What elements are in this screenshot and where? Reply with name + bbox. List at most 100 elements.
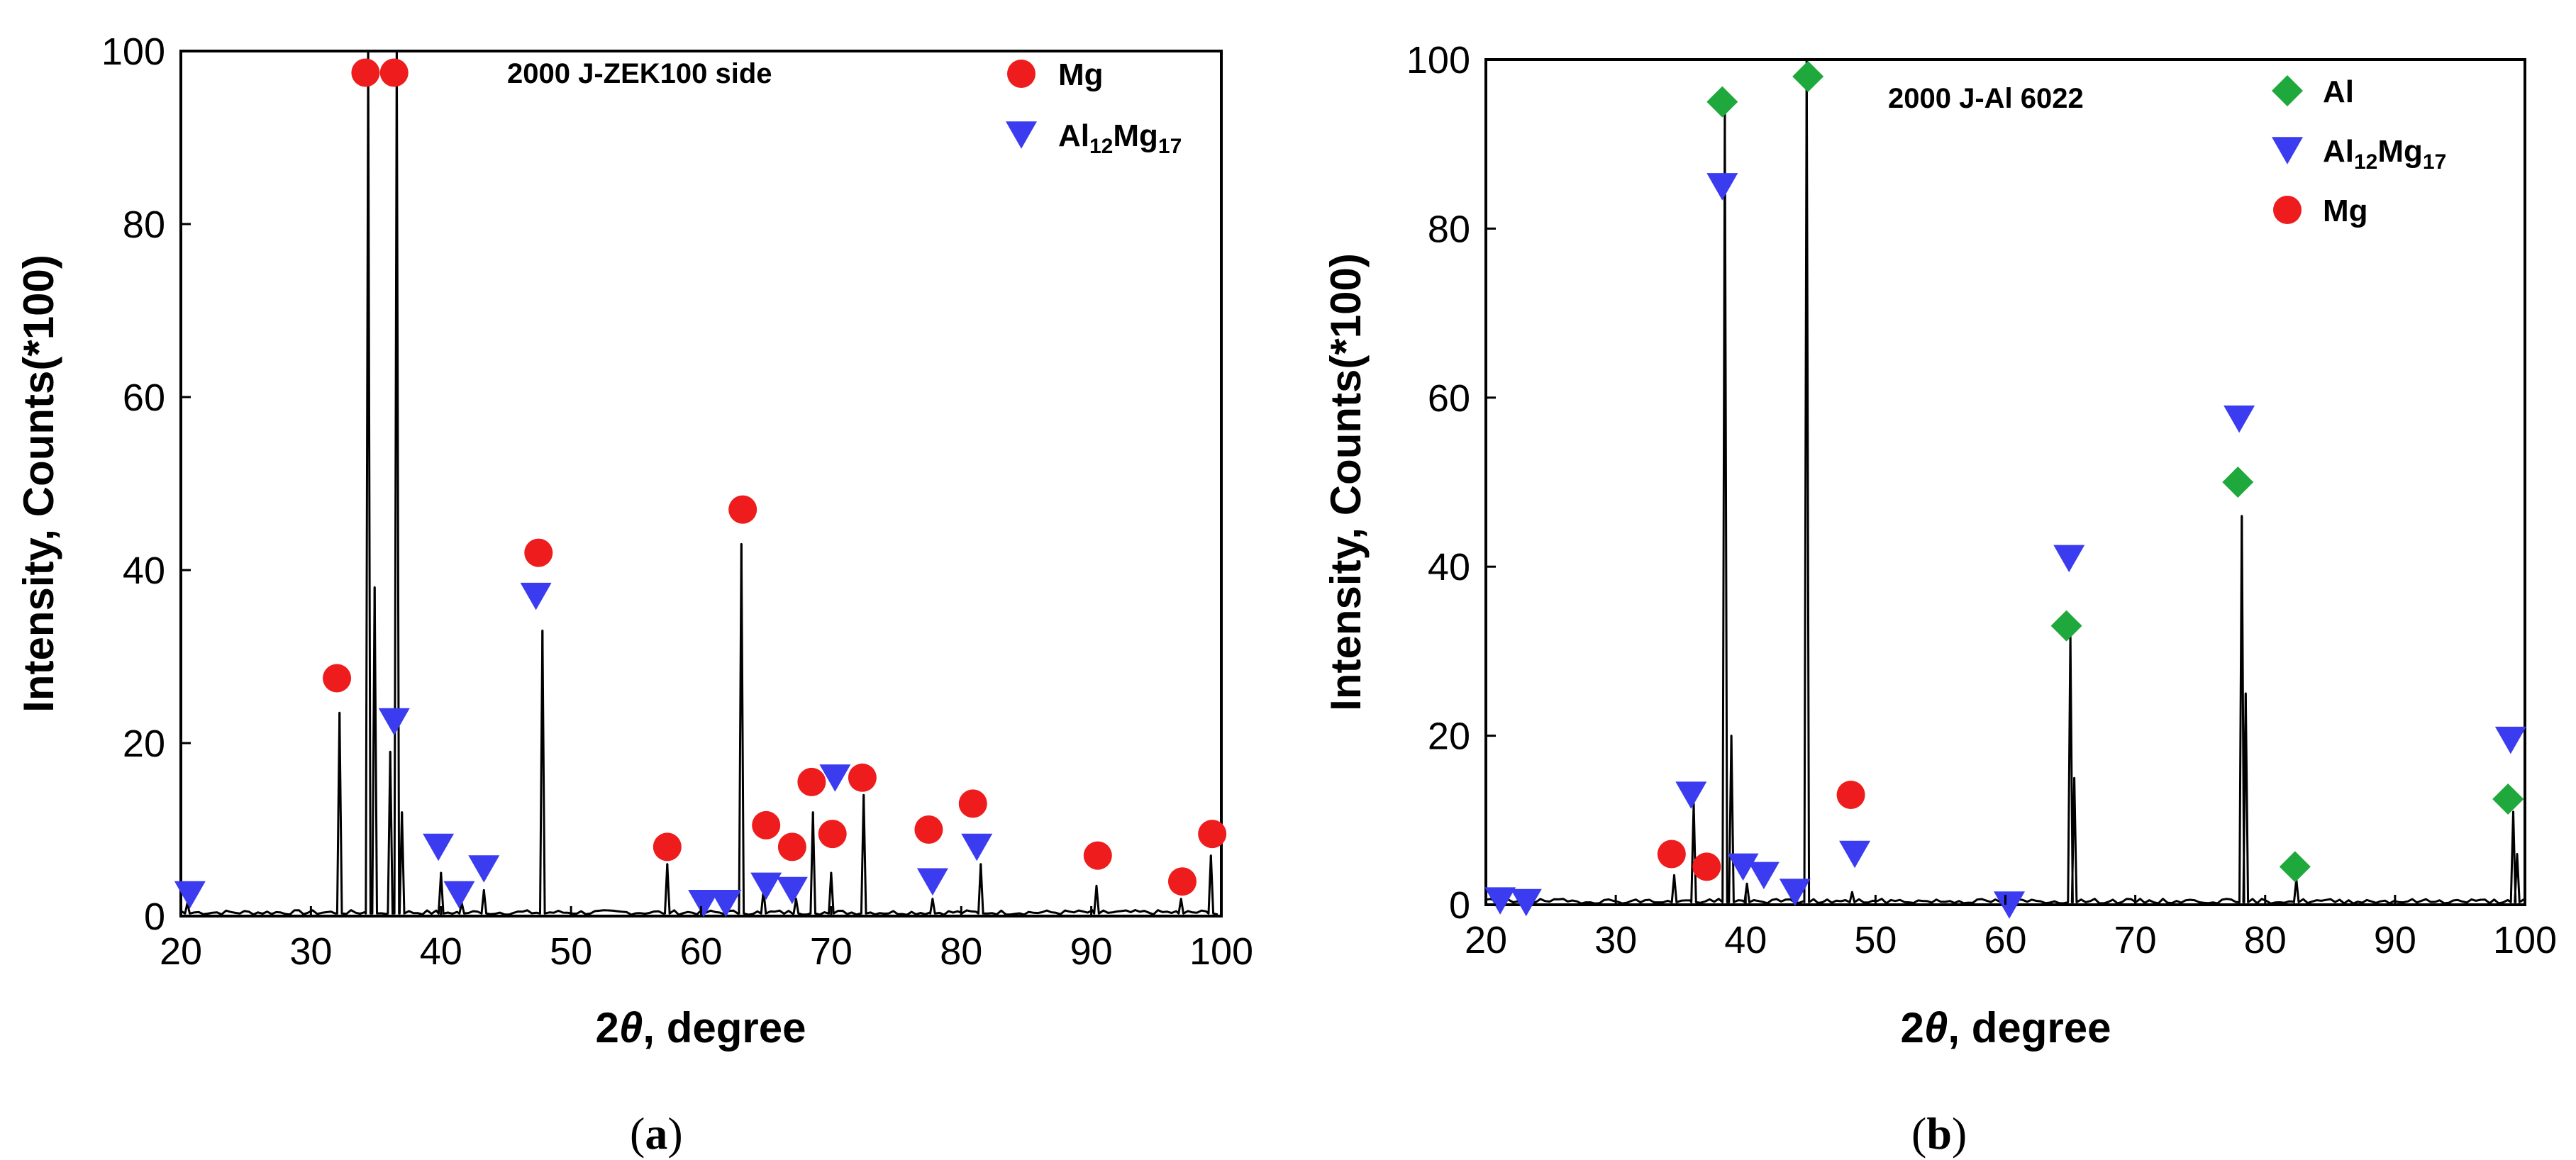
legend-marker-mg: [2273, 196, 2302, 224]
legend-marker-mg: [1007, 60, 1036, 88]
phase-marker-al12mg17: [961, 833, 993, 861]
y-tick-label: 80: [123, 203, 165, 246]
x-tick-label: 100: [1189, 930, 1253, 973]
x-ticks-a: 20 30 40 50 60 70 80 90 100: [160, 906, 1253, 973]
legend-label-al12mg17: Al12Mg17: [1058, 118, 1182, 158]
phase-marker-al12mg17: [710, 890, 742, 918]
legend-label-al12mg17: Al12Mg17: [2323, 134, 2446, 174]
x-tick-label: 60: [679, 930, 722, 973]
legend-marker-al: [2272, 75, 2303, 106]
phase-marker-mg: [1198, 820, 1227, 849]
x-tick-label: 60: [1984, 919, 2026, 961]
x-ticks-b: 20 30 40 50 60 70 80 90 100: [1465, 895, 2557, 961]
legend-label-mg: Mg: [2323, 194, 2368, 228]
phase-marker-mg: [379, 58, 409, 87]
panel-caption-a: (a): [630, 1108, 683, 1159]
x-tick-label: 50: [1854, 919, 1897, 961]
panel-caption-b: (b): [1911, 1108, 1967, 1159]
phase-marker-mg: [323, 664, 352, 693]
phase-marker-al12mg17: [1779, 879, 1811, 906]
x-tick-label: 40: [420, 930, 462, 973]
phase-marker-al: [2492, 783, 2524, 815]
phase-marker-mg: [1083, 841, 1112, 870]
y-ticks-b: 0 20 40 60 80 100: [1406, 39, 1496, 927]
phase-marker-mg: [914, 815, 943, 844]
phase-marker-mg: [351, 58, 380, 87]
plot-area-b: [1484, 58, 2526, 906]
phase-marker-al12mg17: [2224, 405, 2255, 433]
y-tick-label: 100: [101, 30, 165, 73]
y-tick-label: 20: [123, 723, 165, 765]
y-tick-label: 0: [1449, 884, 1470, 927]
phase-marker-mg: [1167, 867, 1197, 896]
y-axis-label-a: Intensity, Counts(*100): [15, 255, 62, 713]
diffraction-trace: [1485, 58, 2525, 905]
phase-marker-al12mg17: [2494, 726, 2526, 754]
y-tick-label: 80: [1428, 208, 1470, 250]
phase-marker-al: [2050, 610, 2082, 642]
phase-marker-al12mg17: [1484, 887, 1516, 915]
phase-marker-al12mg17: [688, 890, 720, 918]
x-tick-label: 70: [2114, 919, 2157, 961]
x-axis-label-b: 2θ, degree: [1901, 1004, 2111, 1052]
y-tick-label: 40: [123, 550, 165, 592]
y-tick-label: 100: [1406, 39, 1470, 82]
phase-marker-al12mg17: [520, 582, 552, 610]
y-ticks-a: 0 20 40 60 80 100: [101, 30, 191, 938]
phase-marker-mg: [777, 832, 806, 861]
x-tick-label: 100: [2493, 919, 2557, 961]
phase-marker-al12mg17: [750, 872, 782, 900]
phase-marker-al12mg17: [1748, 861, 1780, 890]
x-tick-label: 70: [810, 930, 853, 973]
phase-marker-al12mg17: [174, 881, 206, 909]
y-axis-label-b: Intensity, Counts(*100): [1322, 253, 1370, 711]
phase-marker-mg: [818, 820, 847, 849]
phase-marker-al12mg17: [916, 868, 948, 896]
phase-marker-al12mg17: [1706, 173, 1738, 201]
x-tick-label: 20: [1465, 919, 1507, 961]
x-tick-label: 20: [160, 930, 202, 973]
phase-markers-b: [1484, 60, 2526, 919]
phase-marker-al12mg17: [1727, 853, 1759, 881]
y-tick-label: 60: [123, 377, 165, 419]
phase-marker-al12mg17: [1993, 891, 2025, 919]
phase-marker-al12mg17: [468, 855, 500, 883]
phase-marker-al12mg17: [1675, 781, 1707, 809]
xrd-pattern-a: [180, 50, 1218, 916]
phase-marker-al: [1706, 86, 1738, 118]
legend-marker-al12mg17: [2272, 137, 2303, 164]
phase-marker-mg: [1657, 840, 1686, 869]
x-tick-label: 80: [940, 930, 982, 973]
x-tick-label: 90: [1070, 930, 1113, 973]
phase-marker-mg: [524, 538, 553, 567]
xrd-pattern-b: [1485, 58, 2525, 905]
phase-marker-al12mg17: [776, 876, 808, 905]
phase-marker-al12mg17: [443, 881, 475, 909]
x-tick-label: 50: [550, 930, 592, 973]
x-tick-label: 30: [289, 930, 332, 973]
y-tick-label: 60: [1428, 377, 1470, 420]
legend-marker-al12mg17: [1006, 121, 1037, 149]
chart-title-b: 2000 J-Al 6022: [1888, 83, 2084, 114]
phase-marker-al12mg17: [423, 833, 455, 861]
phase-marker-mg: [1836, 781, 1865, 810]
chart-title-a: 2000 J-ZEK100 side: [507, 58, 772, 89]
phase-marker-mg: [752, 810, 781, 840]
legend-label-al: Al: [2323, 74, 2354, 109]
phase-markers-a: [174, 58, 1227, 918]
phase-marker-mg: [1692, 852, 1721, 881]
phase-marker-al12mg17: [2053, 545, 2085, 573]
phase-marker-al12mg17: [1839, 840, 1871, 869]
phase-marker-mg: [653, 832, 682, 861]
phase-marker-al12mg17: [819, 764, 851, 792]
phase-marker-al: [2222, 467, 2254, 498]
phase-marker-al: [2279, 851, 2311, 883]
diffraction-trace: [180, 50, 1218, 916]
y-tick-label: 40: [1428, 546, 1470, 589]
phase-marker-mg: [958, 789, 987, 818]
x-tick-label: 90: [2374, 919, 2416, 961]
phase-marker-mg: [728, 495, 757, 524]
